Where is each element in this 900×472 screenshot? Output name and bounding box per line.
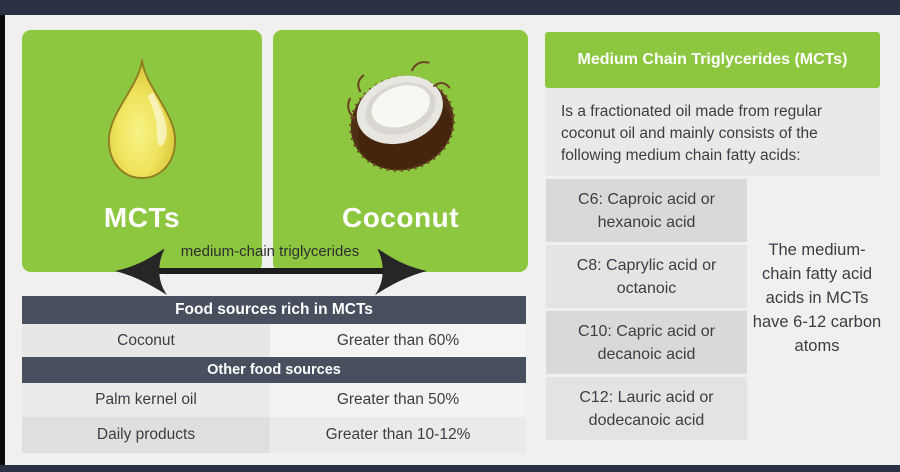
top-border-bar <box>0 0 900 15</box>
acid-box-c10: C10: Capric acid or decanoic acid <box>546 311 747 374</box>
table-cell-amount: Greater than 50% <box>270 383 526 417</box>
coconut-card: Coconut <box>273 30 528 272</box>
table-header-rich-sources: Food sources rich in MCTs <box>22 296 526 324</box>
mct-panel-intro: Is a fractionated oil made from regular … <box>545 88 880 176</box>
double-arrow-icon <box>115 248 427 295</box>
table-cell-source: Coconut <box>22 324 270 357</box>
mcts-card-label: MCTs <box>103 202 181 233</box>
acid-box-c12: C12: Lauric acid or dodecanoic acid <box>546 377 747 440</box>
arrow-caption: medium-chain triglycerides <box>180 243 360 260</box>
mct-panel-note: The medium-chain fatty acid acids in MCT… <box>752 241 882 355</box>
table-cell-amount: Greater than 60% <box>270 324 526 357</box>
table-cell-source: Palm kernel oil <box>22 383 270 417</box>
table-cell-source: Daily products <box>22 417 270 453</box>
left-border-stripe <box>0 15 5 472</box>
coconut-card-label: Coconut <box>341 202 460 233</box>
table-header-other-sources: Other food sources <box>22 357 526 383</box>
acid-box-c8: C8: Caprylic acid or octanoic <box>546 245 747 308</box>
mct-panel-title: Medium Chain Triglycerides (MCTs) <box>545 32 880 88</box>
mcts-card: MCTs <box>22 30 262 272</box>
bottom-border-bar <box>0 465 900 472</box>
oil-drop-icon <box>22 54 262 191</box>
acid-box-c6: C6: Caproic acid or hexanoic acid <box>546 179 747 242</box>
table-cell-amount: Greater than 10-12% <box>270 417 526 453</box>
coconut-icon <box>273 54 528 191</box>
